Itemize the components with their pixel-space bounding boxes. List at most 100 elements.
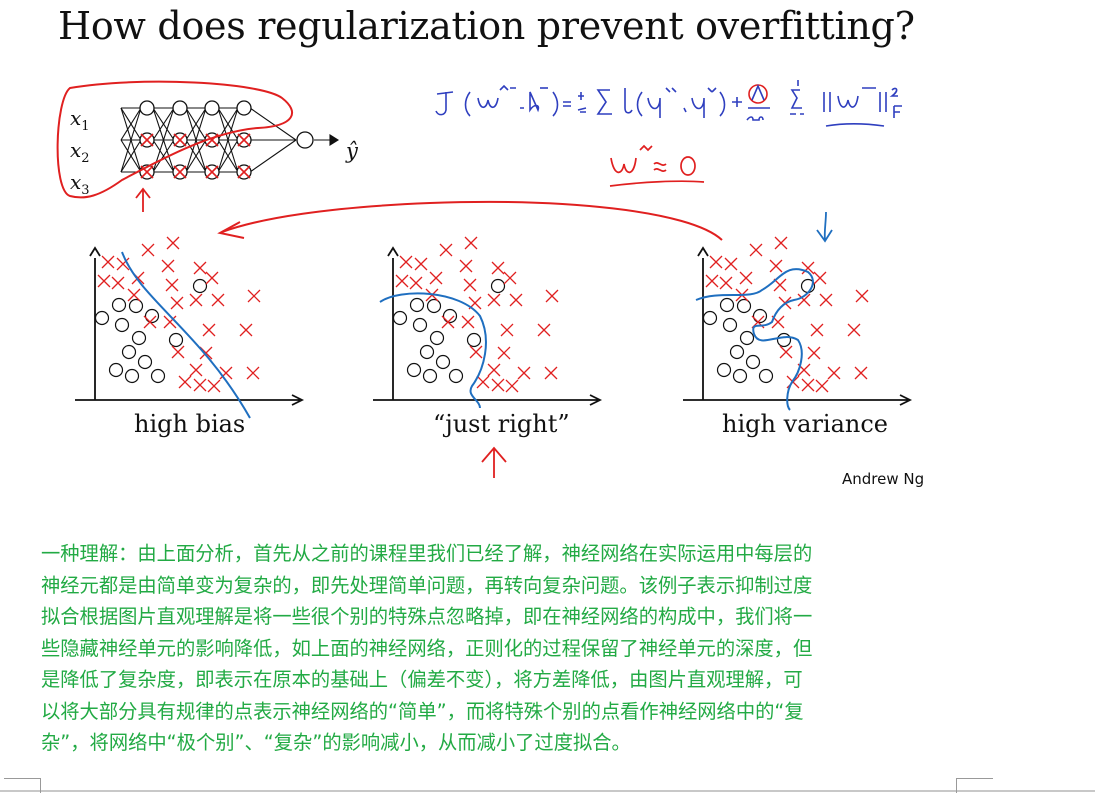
class-circle-point: [192, 278, 208, 294]
class-circle-point: [716, 362, 732, 378]
class-cross-point: [219, 366, 233, 380]
caption-high-variance: high variance: [722, 410, 889, 438]
class-circle-point: [168, 332, 184, 348]
class-cross-point: [497, 346, 511, 360]
class-cross-point: [705, 274, 719, 288]
class-cross-point: [724, 257, 738, 271]
class-cross-point: [247, 289, 261, 303]
note-line: 神经元都是由简单变为复杂的，即先处理简单问题，再转向复杂问题。该例子表示抑制过度: [41, 573, 813, 597]
class-circle-point: [776, 332, 792, 348]
class-cross-point: [101, 255, 115, 269]
class-circle-point: [409, 297, 425, 313]
class-cross-point: [749, 243, 763, 257]
class-circle-point: [729, 344, 745, 360]
class-cross-point: [464, 236, 478, 250]
class-cross-point: [739, 271, 753, 285]
hidden-unit: [172, 100, 188, 116]
note-line: 拟合根据图片直观理解是将一些很个别的特殊点忽略掉，即在神经网络的构成中，我们将一: [41, 605, 813, 628]
class-circle-point: [732, 368, 748, 384]
class-cross-point: [801, 378, 815, 392]
class-cross-point: [827, 366, 841, 380]
class-cross-point: [509, 293, 523, 307]
note-line: 些隐藏神经单元的影响降低，如上面的神经网络，正则化的过程保留了神经单元的深度，但: [41, 636, 813, 660]
class-circle-point: [758, 368, 774, 384]
class-cross-point: [815, 379, 829, 393]
class-cross-point: [797, 293, 811, 307]
class-cross-point: [719, 276, 733, 290]
class-cross-point: [503, 271, 517, 285]
class-cross-point: [246, 366, 260, 380]
class-cross-point: [774, 236, 788, 250]
class-circle-point: [150, 368, 166, 384]
class-circle-point: [702, 310, 718, 326]
neural-network-diagram: x1 x2 x3 ŷ: [56, 80, 359, 212]
class-cross-point: [205, 271, 219, 285]
hidden-unit: [236, 100, 252, 116]
class-circle-point: [490, 278, 506, 294]
class-cross-point: [476, 375, 490, 389]
boundary-just-right: [379, 292, 487, 409]
panel-high-bias: [75, 236, 305, 406]
panel-just-right: [373, 236, 603, 406]
output-unit: [296, 131, 314, 149]
blue-down-arrow: [816, 211, 833, 243]
class-cross-point: [399, 255, 413, 269]
class-cross-point: [97, 274, 111, 288]
class-cross-point: [819, 293, 833, 307]
class-circle-point: [144, 308, 160, 324]
class-cross-point: [163, 315, 177, 329]
class-cross-point: [709, 255, 723, 269]
class-cross-point: [166, 236, 180, 250]
author-credit: Andrew Ng: [842, 470, 925, 488]
class-circle-point: [124, 368, 140, 384]
output-yhat: ŷ: [345, 139, 359, 163]
class-cross-point: [116, 257, 130, 271]
axes: [75, 246, 305, 406]
note-line: 一种理解：由上面分析，首先从之前的课程里我们已经了解，神经网络在实际运用中每层的: [41, 542, 813, 565]
slide-illustration: x1 x2 x3 ŷ: [56, 80, 913, 478]
class-circle-point: [137, 354, 153, 370]
class-cross-point: [127, 288, 141, 302]
class-circle-point: [426, 298, 442, 314]
class-cross-point: [463, 278, 477, 292]
class-cross-point: [487, 363, 501, 377]
class-circle-point: [422, 368, 438, 384]
class-cross-point: [545, 289, 559, 303]
hidden-unit: [204, 100, 220, 116]
cost-function-formula: [435, 80, 902, 127]
class-cross-point: [459, 259, 473, 273]
class-circle-point: [719, 297, 735, 313]
page-corner-mark-left: [4, 778, 41, 793]
class-circle-point: [752, 308, 768, 324]
class-cross-point: [395, 274, 409, 288]
class-cross-point: [441, 315, 455, 329]
class-cross-point: [810, 323, 824, 337]
class-circle-point: [466, 332, 482, 348]
class-circle-point: [111, 297, 127, 313]
class-cross-point: [773, 278, 787, 292]
class-circle-point: [435, 354, 451, 370]
class-cross-point: [801, 261, 815, 275]
class-cross-point: [439, 243, 453, 257]
class-cross-point: [178, 375, 192, 389]
class-cross-point: [779, 345, 793, 359]
caption-high-bias: high bias: [134, 410, 246, 438]
class-cross-point: [414, 257, 428, 271]
class-cross-point: [207, 379, 221, 393]
class-cross-point: [537, 323, 551, 337]
axes: [373, 246, 603, 406]
class-cross-point: [409, 276, 423, 290]
class-cross-point: [189, 363, 203, 377]
slide-title: How does regularization prevent overfitt…: [58, 4, 915, 48]
class-circle-point: [392, 310, 408, 326]
caption-just-right: “just right”: [433, 410, 570, 438]
class-cross-point: [461, 315, 475, 329]
class-cross-point: [854, 366, 868, 380]
note-line: 以将大部分具有规律的点表示神经网络的“简单”，而将特殊个别的点看作神经网络中的“…: [41, 699, 804, 723]
panel-high-variance: [683, 236, 913, 406]
class-circle-point: [406, 362, 422, 378]
class-cross-point: [111, 276, 125, 290]
note-line: 杂”，将网络中“极个别”、“复杂”的影响减小，从而减小了过度拟合。: [41, 731, 631, 754]
class-cross-point: [193, 378, 207, 392]
class-cross-point: [161, 259, 175, 273]
